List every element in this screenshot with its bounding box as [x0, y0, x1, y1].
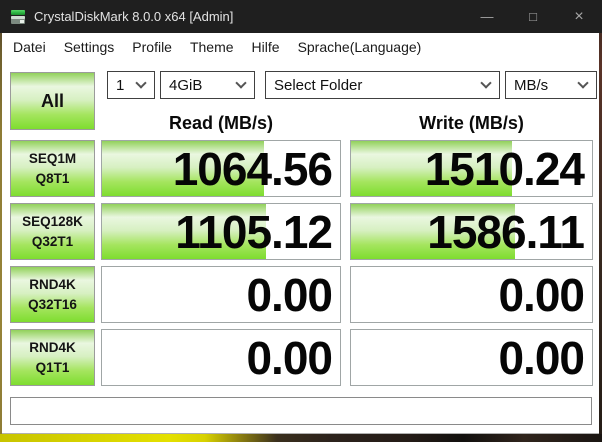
result-cell-read-rnd4k-q1t1: 0.00 [101, 329, 341, 386]
test-label-line2: Q1T1 [35, 360, 70, 375]
write-value: 1510.24 [424, 142, 585, 195]
chevron-down-icon [480, 77, 492, 89]
menu-hilfe[interactable]: Hilfe [251, 39, 280, 55]
desktop-wallpaper-bottom [0, 434, 602, 442]
minimize-button[interactable]: — [464, 0, 510, 33]
read-value: 1064.56 [172, 142, 333, 195]
result-cell-write-rnd4k-q32t16: 0.00 [350, 266, 593, 323]
result-cell-read-seq1m: 1064.56 [101, 140, 341, 197]
close-icon: × [574, 7, 584, 25]
maximize-icon: □ [529, 9, 537, 24]
test-label-line1: RND4K [29, 339, 76, 355]
result-cell-write-seq128k: 1586.11 [350, 203, 593, 260]
test-size-select[interactable]: 4GiB [160, 71, 255, 99]
test-count-select[interactable]: 1 [107, 71, 155, 99]
test-button-rnd4k-q1t1[interactable]: RND4K Q1T1 [10, 329, 95, 386]
chevron-down-icon [135, 77, 147, 89]
test-button-seq1m-q8t1[interactable]: SEQ1M Q8T1 [10, 140, 95, 197]
speed-bar-fill [102, 141, 264, 196]
target-folder-select[interactable]: Select Folder [265, 71, 500, 99]
speed-bar-fill [102, 204, 267, 259]
test-label-line1: RND4K [29, 276, 76, 292]
target-folder-value: Select Folder [274, 76, 363, 94]
desktop-wallpaper-right [599, 0, 602, 442]
chevron-down-icon [577, 77, 589, 89]
write-value: 1586.11 [427, 205, 585, 258]
test-label-line2: Q32T1 [31, 234, 74, 249]
menu-datei[interactable]: Datei [13, 39, 46, 55]
all-button-label: All [40, 90, 64, 111]
speed-bar-fill [351, 204, 515, 259]
result-cell-read-rnd4k-q32t16: 0.00 [101, 266, 341, 323]
test-size-value: 4GiB [169, 76, 203, 94]
window-title: CrystalDiskMark 8.0.0 x64 [Admin] [34, 9, 234, 24]
menu-settings[interactable]: Settings [63, 39, 115, 55]
read-value: 0.00 [246, 331, 333, 384]
unit-value: MB/s [514, 76, 549, 94]
maximize-button[interactable]: □ [510, 0, 556, 33]
result-cell-write-seq1m: 1510.24 [350, 140, 593, 197]
result-cell-write-rnd4k-q1t1: 0.00 [350, 329, 593, 386]
menu-sprache[interactable]: Sprache(Language) [297, 39, 422, 55]
desktop-wallpaper-left [0, 0, 2, 442]
write-column-header: Write (MB/s) [419, 112, 524, 133]
app-icon [11, 9, 25, 24]
chevron-down-icon [235, 77, 247, 89]
test-label-line1: SEQ128K [22, 213, 83, 229]
write-value: 0.00 [498, 331, 585, 384]
menu-profile[interactable]: Profile [132, 39, 172, 55]
close-button[interactable]: × [556, 0, 602, 33]
test-label-line1: SEQ1M [28, 150, 77, 166]
status-bar [10, 397, 592, 425]
read-column-header: Read (MB/s) [168, 112, 273, 133]
test-count-value: 1 [116, 76, 125, 94]
test-label-line2: Q32T16 [28, 297, 77, 312]
all-test-button[interactable]: All [10, 72, 95, 130]
speed-bar-fill [351, 141, 513, 196]
titlebar[interactable]: CrystalDiskMark 8.0.0 x64 [Admin] — □ × [0, 0, 602, 33]
menubar: Datei Settings Profile Theme Hilfe Sprac… [2, 33, 599, 62]
test-label-line2: Q8T1 [35, 171, 70, 186]
read-value: 0.00 [246, 268, 333, 321]
read-value: 1105.12 [175, 205, 333, 258]
write-value: 0.00 [498, 268, 585, 321]
unit-select[interactable]: MB/s [505, 71, 597, 99]
test-button-rnd4k-q32t16[interactable]: RND4K Q32T16 [10, 266, 95, 323]
minimize-icon: — [480, 9, 494, 24]
result-cell-read-seq128k: 1105.12 [101, 203, 341, 260]
test-button-seq128k-q32t1[interactable]: SEQ128K Q32T1 [10, 203, 95, 260]
menu-theme[interactable]: Theme [189, 39, 234, 55]
